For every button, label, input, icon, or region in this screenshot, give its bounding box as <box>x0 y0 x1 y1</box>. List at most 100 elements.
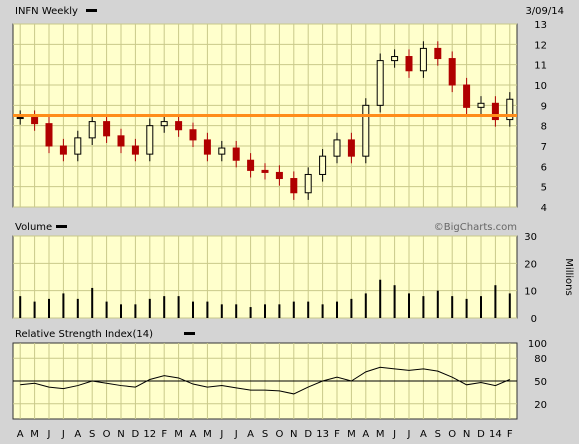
rsi-tick-label: 20 <box>534 400 547 411</box>
price-tick-label: 6 <box>541 162 547 173</box>
candle-body <box>477 102 485 108</box>
candle-body <box>45 123 53 147</box>
ticker-title: INFN Weekly <box>15 6 78 17</box>
month-tick-label: A <box>247 429 254 440</box>
month-tick-label: 13 <box>316 429 329 440</box>
month-tick-label: A <box>362 429 369 440</box>
price-tick-label: 13 <box>534 20 547 31</box>
month-tick-label: F <box>334 429 340 440</box>
candle-body <box>261 169 269 173</box>
month-tick-label: O <box>275 429 283 440</box>
month-tick-label: M <box>376 429 385 440</box>
candle-body <box>304 173 312 194</box>
price-tick-label: 12 <box>534 40 547 51</box>
x-axis: A M J J A S O N D 12 F M A M J J A S O N D 13 F M A M J J A S O N D 14 F <box>17 429 513 440</box>
month-tick-label: F <box>507 429 513 440</box>
volume-tick-label: 0 <box>531 314 537 325</box>
rsi-legend-swatch <box>184 332 195 335</box>
candle-body <box>203 139 211 155</box>
month-tick-label: A <box>420 429 427 440</box>
volume-tick-label: 20 <box>524 259 537 270</box>
month-tick-label: A <box>190 429 197 440</box>
month-tick-label: A <box>74 429 81 440</box>
candle-body <box>463 84 471 108</box>
month-tick-label: S <box>89 429 95 440</box>
rsi-tick-label: 50 <box>534 377 547 388</box>
candle-body <box>59 145 67 155</box>
candle-body <box>103 121 111 137</box>
rsi-tick-label: 100 <box>528 339 547 350</box>
candle-body <box>74 137 82 155</box>
candle-body <box>189 129 197 141</box>
price-tick-label: 11 <box>534 61 547 72</box>
candle-body <box>448 58 456 86</box>
candle-body <box>333 139 341 157</box>
candle-body <box>391 56 399 62</box>
candle-body <box>376 60 384 106</box>
month-tick-label: J <box>219 429 223 440</box>
month-tick-label: 12 <box>143 429 156 440</box>
price-tick-label: 7 <box>541 142 547 153</box>
volume-legend-swatch <box>56 225 67 228</box>
month-tick-label: D <box>132 429 140 440</box>
candle-body <box>319 155 327 175</box>
month-tick-label: D <box>304 429 312 440</box>
month-tick-label: J <box>47 429 51 440</box>
month-tick-label: O <box>103 429 111 440</box>
month-tick-label: N <box>463 429 470 440</box>
candle-body <box>506 98 514 121</box>
candle-body <box>491 102 499 121</box>
candle-body <box>275 171 283 180</box>
month-tick-label: S <box>262 429 268 440</box>
candle-body <box>146 125 154 155</box>
price-tick-label: 4 <box>541 203 547 214</box>
price-tick-label: 9 <box>541 101 547 112</box>
month-tick-label: F <box>161 429 167 440</box>
month-tick-label: A <box>17 429 24 440</box>
volume-unit-label: Millions <box>563 258 574 295</box>
volume-tick-label: 30 <box>524 232 537 243</box>
rsi-line <box>20 366 510 395</box>
month-tick-label: N <box>117 429 124 440</box>
month-tick-label: M <box>174 429 183 440</box>
month-tick-label: N <box>290 429 297 440</box>
candle-body <box>362 104 370 157</box>
candle-body <box>232 147 240 161</box>
volume-title: Volume <box>15 222 52 233</box>
candle-body <box>88 121 96 139</box>
candle-body <box>347 139 355 157</box>
candle-body <box>160 121 168 127</box>
candle-body <box>290 178 298 194</box>
month-tick-label: M <box>30 429 39 440</box>
candle-body <box>175 121 183 131</box>
candle-body <box>419 47 427 72</box>
candle-body <box>434 47 442 60</box>
volume-tick-label: 10 <box>524 287 537 298</box>
chart-date: 3/09/14 <box>525 6 564 17</box>
candle-body <box>16 117 24 120</box>
candle-body <box>218 147 226 155</box>
ticker-legend-swatch <box>86 9 97 12</box>
rsi-y-axis: 20 50 80 100 <box>528 339 547 411</box>
price-y-axis: 4 5 6 7 8 9 10 11 12 13 <box>534 20 547 214</box>
month-tick-label: J <box>407 429 411 440</box>
price-tick-label: 8 <box>541 122 547 133</box>
rsi-title: Relative Strength Index(14) <box>15 329 153 340</box>
month-tick-label: D <box>477 429 485 440</box>
month-tick-label: J <box>61 429 65 440</box>
rsi-tick-label: 80 <box>534 354 547 365</box>
month-tick-label: S <box>435 429 441 440</box>
price-tick-label: 10 <box>534 81 547 92</box>
price-tick-label: 5 <box>541 183 547 194</box>
candle-body <box>31 117 39 125</box>
candle-body <box>247 159 255 171</box>
month-tick-label: M <box>203 429 212 440</box>
month-tick-label: J <box>392 429 396 440</box>
volume-bars <box>19 279 511 318</box>
candle-body <box>117 135 125 147</box>
candle-body <box>405 56 413 72</box>
month-tick-label: O <box>448 429 456 440</box>
month-tick-label: M <box>347 429 356 440</box>
price-candles <box>16 41 514 200</box>
